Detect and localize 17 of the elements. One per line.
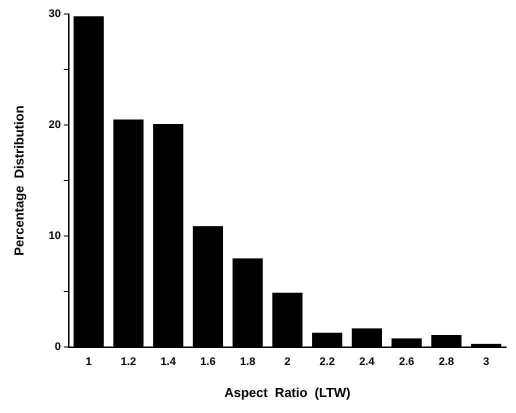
y-tick-label: 10	[48, 230, 61, 242]
x-tick-label: 2.8	[438, 356, 454, 368]
y-axis-title: Percentage Distribution	[11, 105, 26, 256]
y-tick-label: 30	[48, 8, 61, 20]
x-tick-label: 2.6	[398, 356, 414, 368]
x-tick-label: 2.4	[359, 356, 376, 368]
y-tick-label: 20	[48, 119, 61, 132]
x-tick-label: 1.8	[240, 356, 256, 368]
x-tick-label: 1	[86, 356, 92, 368]
y-tick-label: 0	[54, 341, 61, 354]
x-tick-label: 3	[483, 356, 490, 368]
x-tick-label: 2.2	[320, 356, 335, 368]
x-tick-label: 1.6	[200, 356, 216, 368]
x-axis-title: Aspect Ratio (LTW)	[224, 384, 350, 400]
x-tick-label: 1.2	[120, 356, 136, 368]
x-tick-label: 2	[284, 356, 290, 368]
x-tick-label: 1.4	[160, 356, 177, 368]
